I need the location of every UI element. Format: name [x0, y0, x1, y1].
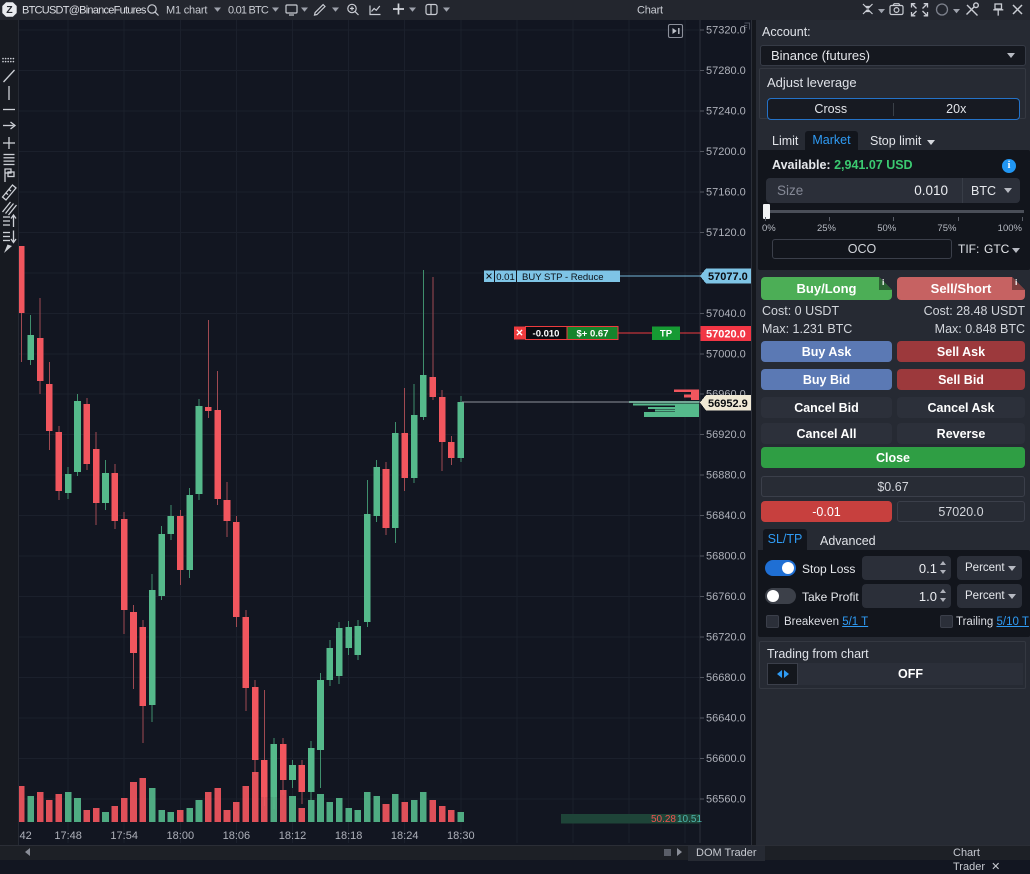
svg-text:F: F	[744, 25, 748, 32]
svg-text:✕: ✕	[485, 272, 493, 283]
svg-text:18:18: 18:18	[335, 830, 363, 842]
svg-text:56952.9: 56952.9	[708, 398, 748, 410]
svg-text:57000.0: 57000.0	[706, 348, 746, 360]
svg-text:57240.0: 57240.0	[706, 105, 746, 117]
svg-text:56720.0: 56720.0	[706, 632, 746, 644]
svg-text:18:06: 18:06	[223, 830, 251, 842]
svg-text:TP: TP	[660, 329, 673, 340]
svg-text:56840.0: 56840.0	[706, 510, 746, 522]
svg-text:0.01 BTC: 0.01 BTC	[228, 5, 269, 17]
svg-text:42: 42	[20, 830, 32, 842]
svg-text:BTCUSDT@BinanceFutures: BTCUSDT@BinanceFutures	[22, 5, 147, 17]
svg-text:56600.0: 56600.0	[706, 753, 746, 765]
svg-text:56560.0: 56560.0	[706, 794, 746, 806]
svg-text:Chart: Chart	[637, 5, 663, 17]
svg-text:✕: ✕	[516, 328, 524, 339]
svg-text:0.01: 0.01	[496, 272, 515, 283]
svg-text:18:24: 18:24	[391, 830, 419, 842]
svg-text:17:54: 17:54	[110, 830, 138, 842]
svg-text:Z: Z	[6, 4, 13, 16]
svg-text:57077.0: 57077.0	[708, 271, 748, 283]
svg-text:57020.0: 57020.0	[706, 328, 746, 340]
svg-text:18:00: 18:00	[167, 830, 195, 842]
svg-text:56640.0: 56640.0	[706, 713, 746, 725]
svg-text:56800.0: 56800.0	[706, 551, 746, 563]
svg-text:57320.0: 57320.0	[706, 25, 746, 37]
svg-text:17:48: 17:48	[54, 830, 82, 842]
svg-text:57160.0: 57160.0	[706, 186, 746, 198]
svg-text:57120.0: 57120.0	[706, 227, 746, 239]
svg-text:56680.0: 56680.0	[706, 672, 746, 684]
svg-text:56760.0: 56760.0	[706, 591, 746, 603]
svg-text:18:30: 18:30	[447, 830, 475, 842]
svg-text:$+ 0.67: $+ 0.67	[577, 328, 609, 339]
svg-text:57040.0: 57040.0	[706, 308, 746, 320]
svg-text:10.51: 10.51	[677, 814, 702, 825]
svg-text:M1 chart: M1 chart	[166, 5, 207, 17]
svg-text:BUY STP - Reduce: BUY STP - Reduce	[522, 272, 604, 283]
svg-text:18:12: 18:12	[279, 830, 307, 842]
svg-text:50.28: 50.28	[651, 814, 676, 825]
svg-text:56880.0: 56880.0	[706, 470, 746, 482]
svg-text:-0.010: -0.010	[533, 328, 560, 339]
svg-text:57200.0: 57200.0	[706, 146, 746, 158]
svg-text:57280.0: 57280.0	[706, 65, 746, 77]
svg-text:56920.0: 56920.0	[706, 429, 746, 441]
